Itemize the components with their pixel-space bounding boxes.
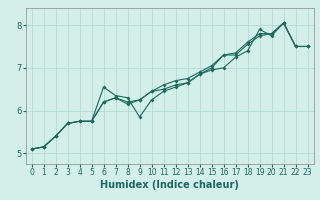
X-axis label: Humidex (Indice chaleur): Humidex (Indice chaleur) — [100, 180, 239, 190]
